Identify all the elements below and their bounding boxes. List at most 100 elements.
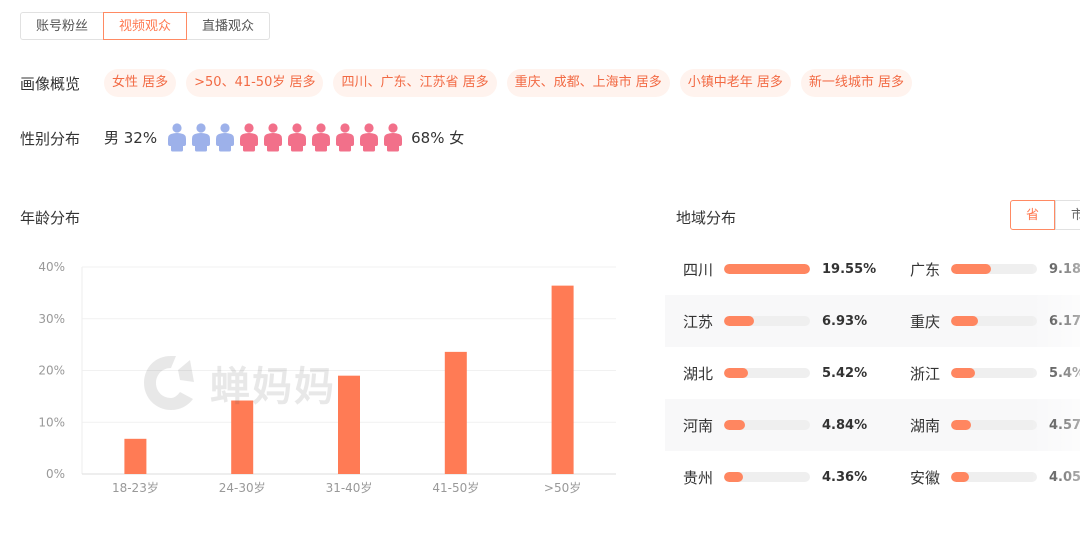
bar (231, 400, 254, 474)
female-person-icon (312, 123, 331, 152)
region-bar-track (724, 420, 810, 430)
region-list: 四川 19.55% 广东 9.18% 江苏 6.93% 重庆 6.17% 湖北 5.42% 浙江 5.… (665, 243, 1080, 503)
region-bar-track (724, 368, 810, 378)
region-name: 广东 (910, 260, 941, 279)
region-percent: 5.42% (822, 365, 868, 381)
region-bar-fill (724, 368, 748, 378)
y-tick-label: 30% (38, 312, 65, 326)
age-title: 年龄分布 (20, 209, 81, 227)
male-person-icon (192, 123, 211, 152)
region-item: 浙江 5.4% (910, 347, 1080, 399)
age-bar-chart: 0% 10% 20% 30% 40% 18-23岁 24-30岁 31-40岁 41-50岁 >5… (38, 260, 616, 495)
region-bar-track (951, 420, 1037, 430)
bar (444, 351, 467, 474)
bar (124, 438, 147, 474)
portrait-tag: 重庆、成都、上海市 居多 (506, 69, 670, 97)
region-percent: 6.17% (1049, 313, 1080, 329)
region-percent: 4.05% (1049, 469, 1080, 485)
region-name: 贵州 (683, 468, 714, 487)
region-item: 重庆 6.17% (910, 295, 1080, 347)
region-name: 湖北 (683, 364, 714, 383)
region-bar-fill (951, 264, 992, 274)
region-item: 安徽 4.05% (910, 451, 1080, 503)
female-person-icon (360, 123, 379, 152)
region-bar-track (724, 316, 810, 326)
region-title: 地域分布 (676, 209, 737, 227)
female-person-icon (240, 123, 259, 152)
region-bar-fill (951, 420, 972, 430)
region-percent: 9.18% (1049, 261, 1080, 277)
toggle-province[interactable]: 省 (1010, 200, 1056, 230)
region-bar-fill (724, 420, 746, 430)
portrait-tag: 小镇中老年 居多 (679, 69, 791, 97)
portrait-tag: 女性 居多 (104, 69, 177, 97)
region-toggle: 省 市 (1010, 200, 1080, 230)
region-row: 河南 4.84% 湖南 4.57% (665, 399, 1080, 451)
male-person-icon (216, 123, 235, 152)
region-row: 湖北 5.42% 浙江 5.4% (665, 347, 1080, 399)
x-tick-label: 24-30岁 (219, 480, 266, 495)
x-tick-label: 31-40岁 (326, 480, 373, 495)
tab-video-viewers[interactable]: 视频观众 (103, 12, 188, 40)
region-bar-fill (724, 316, 755, 326)
region-bar-fill (951, 472, 969, 482)
region-row: 四川 19.55% 广东 9.18% (665, 243, 1080, 295)
portrait-tag: >50、41-50岁 居多 (186, 69, 324, 97)
bar (551, 285, 574, 474)
male-person-icon (168, 123, 187, 152)
region-bar-fill (951, 368, 975, 378)
tab-live-viewers[interactable]: 直播观众 (186, 12, 271, 40)
region-percent: 6.93% (822, 313, 868, 329)
audience-tabs: 账号粉丝 视频观众 直播观众 (20, 12, 271, 40)
region-percent: 4.57% (1049, 417, 1080, 433)
region-bar-fill (951, 316, 979, 326)
region-name: 安徽 (910, 468, 941, 487)
region-name: 浙江 (910, 364, 941, 383)
male-percent: 男 32% (104, 128, 158, 147)
y-tick-label: 10% (38, 415, 65, 429)
region-item: 湖南 4.57% (910, 399, 1080, 451)
region-item: 广东 9.18% (910, 243, 1080, 295)
y-tick-label: 40% (38, 260, 65, 274)
female-percent: 68% 女 (411, 128, 465, 147)
x-tick-label: 18-23岁 (112, 480, 159, 495)
region-bar-track (951, 368, 1037, 378)
portrait-tag: 四川、广东、江苏省 居多 (333, 69, 497, 97)
region-bar-track (951, 264, 1037, 274)
region-name: 江苏 (683, 312, 714, 331)
region-item: 河南 4.84% (683, 399, 867, 451)
region-percent: 4.84% (822, 417, 868, 433)
female-person-icon (288, 123, 307, 152)
region-item: 四川 19.55% (683, 243, 876, 295)
region-bar-track (724, 472, 810, 482)
region-bar-fill (724, 472, 744, 482)
region-bar-track (951, 316, 1037, 326)
portrait-label: 画像概览 (20, 75, 81, 93)
region-name: 湖南 (910, 416, 941, 435)
gender-icons (167, 122, 403, 152)
female-person-icon (336, 123, 355, 152)
portrait-tag: 新一线城市 居多 (800, 69, 913, 97)
region-percent: 5.4% (1049, 365, 1080, 381)
y-tick-label: 20% (38, 364, 65, 378)
female-person-icon (384, 123, 403, 152)
region-bar-fill (724, 264, 810, 274)
region-percent: 4.36% (822, 469, 868, 485)
region-row: 江苏 6.93% 重庆 6.17% (665, 295, 1080, 347)
region-percent: 19.55% (822, 261, 877, 277)
portrait-tags: 女性 居多 >50、41-50岁 居多 四川、广东、江苏省 居多 重庆、成都、上… (104, 69, 913, 97)
region-name: 四川 (683, 260, 714, 279)
region-bar-track (951, 472, 1037, 482)
region-name: 河南 (683, 416, 714, 435)
toggle-city[interactable]: 市 (1055, 200, 1080, 230)
tab-account-fans[interactable]: 账号粉丝 (20, 12, 105, 40)
region-bar-track (724, 264, 810, 274)
y-tick-label: 0% (46, 467, 65, 481)
region-name: 重庆 (910, 312, 941, 331)
x-tick-label: >50岁 (544, 480, 581, 495)
x-tick-label: 41-50岁 (432, 480, 479, 495)
gender-distribution: 男 32% 68% 女 (104, 121, 464, 153)
region-item: 贵州 4.36% (683, 451, 867, 503)
region-item: 江苏 6.93% (683, 295, 867, 347)
female-person-icon (264, 123, 283, 152)
